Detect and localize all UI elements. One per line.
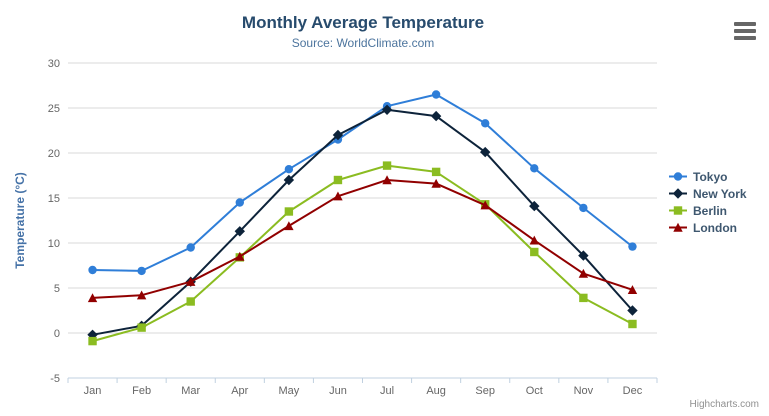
data-point-london xyxy=(284,221,294,231)
data-point-london xyxy=(186,277,196,286)
x-axis-tick-label: Jan xyxy=(84,385,102,397)
legend-item-label: London xyxy=(693,220,737,235)
data-point-london xyxy=(480,200,490,210)
y-axis-tick-label: 5 xyxy=(54,283,60,295)
y-axis-tick-label: 30 xyxy=(48,58,60,70)
y-axis-tick-label: 15 xyxy=(48,193,60,205)
data-point-tokyo xyxy=(530,164,539,173)
data-point-berlin xyxy=(88,336,97,346)
credits-link[interactable]: Highcharts.com xyxy=(689,399,759,410)
data-point-tokyo xyxy=(628,242,637,251)
y-axis-tick-label: 25 xyxy=(48,103,60,115)
data-point-tokyo xyxy=(137,266,146,276)
series-line-london xyxy=(91,179,634,299)
series-berlin xyxy=(88,161,637,346)
series-marker-icon xyxy=(672,188,684,199)
data-point-berlin xyxy=(382,161,392,170)
x-axis-tick-label: Jun xyxy=(329,385,347,397)
series-new-york xyxy=(87,104,638,340)
data-point-new-york xyxy=(430,110,442,122)
data-point-tokyo xyxy=(284,165,294,174)
data-point-berlin xyxy=(431,167,441,177)
y-axis-tick-label: 10 xyxy=(48,238,60,250)
data-point-tokyo xyxy=(481,119,490,128)
data-point-london xyxy=(431,178,441,188)
legend-item-label: New York xyxy=(693,186,747,201)
legend-item-london[interactable]: London xyxy=(668,219,747,236)
chart-title: Monthly Average Temperature xyxy=(241,13,485,32)
series-line-berlin xyxy=(91,164,634,343)
hamburger-icon xyxy=(734,22,756,26)
chart-subtitle: Source: WorldClimate.com xyxy=(291,36,435,50)
data-point-london xyxy=(627,285,638,294)
y-axis-tick-label: 0 xyxy=(54,328,60,340)
data-point-new-york xyxy=(627,305,638,316)
data-point-berlin xyxy=(284,207,294,216)
data-point-tokyo xyxy=(88,265,97,275)
data-point-london xyxy=(382,175,392,185)
hamburger-icon xyxy=(734,29,756,33)
hamburger-icon xyxy=(734,36,756,40)
x-axis-tick-label: Aug xyxy=(426,385,446,397)
data-point-berlin xyxy=(628,319,637,329)
y-axis-tick-label: 20 xyxy=(48,148,60,160)
x-axis-tick-label: May xyxy=(278,385,299,397)
data-point-tokyo xyxy=(579,203,588,213)
x-axis-tick-label: Jul xyxy=(380,385,394,397)
data-point-new-york xyxy=(381,104,393,115)
x-axis-tick-label: Apr xyxy=(231,385,248,397)
data-point-london xyxy=(235,251,245,261)
y-axis-title: Temperature (°C) xyxy=(13,172,27,269)
legend-item-label: Tokyo xyxy=(693,169,728,184)
series-marker-icon xyxy=(669,206,687,215)
export-menu-button[interactable] xyxy=(733,21,757,41)
data-point-london xyxy=(578,268,589,278)
x-axis-tick-label: Dec xyxy=(623,385,643,397)
data-point-london xyxy=(87,293,98,303)
data-point-berlin xyxy=(530,247,539,257)
data-point-new-york xyxy=(480,146,491,158)
x-axis-tick-label: Oct xyxy=(526,385,543,397)
series-london xyxy=(87,175,638,303)
data-point-berlin xyxy=(137,323,146,332)
series-marker-icon xyxy=(673,222,683,232)
legend-item-berlin[interactable]: Berlin xyxy=(668,202,747,219)
series-marker-icon xyxy=(673,206,683,215)
x-axis-tick-label: Feb xyxy=(132,385,151,397)
legend-item-tokyo[interactable]: Tokyo xyxy=(668,168,747,185)
data-point-tokyo xyxy=(431,90,441,99)
legend-item-new-york[interactable]: New York xyxy=(668,185,747,202)
data-point-tokyo xyxy=(235,198,244,207)
data-point-new-york xyxy=(283,174,295,186)
data-point-london xyxy=(529,235,539,245)
legend: Tokyo New York Berlin London xyxy=(668,168,747,236)
x-axis-tick-label: Mar xyxy=(181,385,200,397)
series-marker-icon xyxy=(669,172,687,181)
data-point-london xyxy=(333,191,343,201)
series-line-new-york xyxy=(91,108,634,336)
data-point-london xyxy=(136,290,147,300)
series-line-tokyo xyxy=(91,93,634,272)
data-point-new-york xyxy=(578,250,589,261)
data-point-tokyo xyxy=(186,243,195,252)
x-axis-tick-label: Nov xyxy=(574,385,594,397)
series-marker-icon xyxy=(669,222,687,232)
data-point-berlin xyxy=(186,297,195,306)
data-point-berlin xyxy=(333,175,343,185)
x-axis-tick-label: Sep xyxy=(475,385,495,397)
legend-item-label: Berlin xyxy=(693,203,728,218)
y-axis-tick-label: -5 xyxy=(50,373,60,385)
data-point-berlin xyxy=(579,293,588,303)
data-point-new-york xyxy=(332,129,344,141)
data-point-new-york xyxy=(529,200,540,212)
series-marker-icon xyxy=(673,172,683,181)
series-tokyo xyxy=(88,90,637,276)
data-point-new-york xyxy=(234,226,245,237)
series-marker-icon xyxy=(669,188,687,199)
